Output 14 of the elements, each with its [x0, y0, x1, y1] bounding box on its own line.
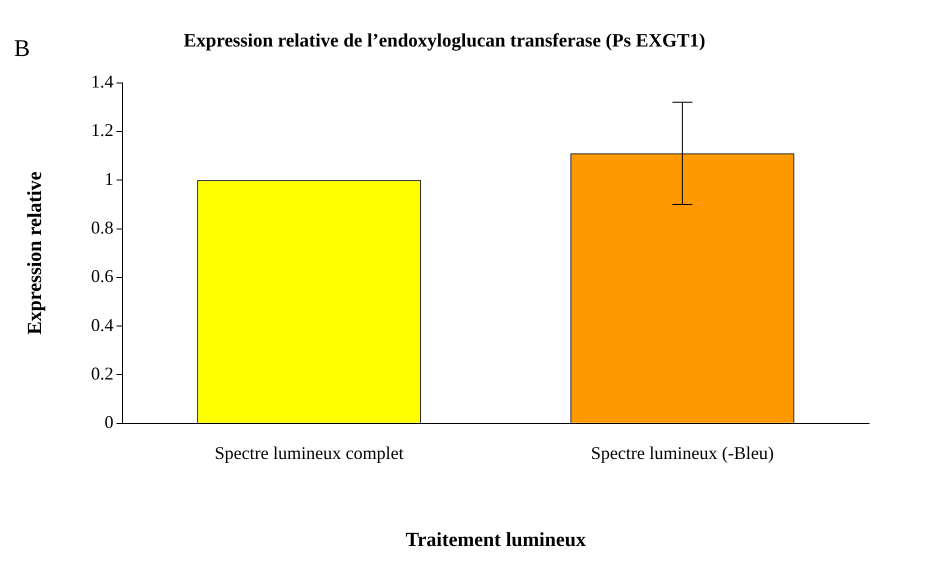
y-tick-label: 1.4 [91, 72, 114, 92]
y-tick-label: 1 [104, 168, 114, 189]
chart-title: Expression relative de l’endoxyloglucan transferase (Ps EXGT1) [184, 30, 706, 52]
y-tick-label: 1.2 [91, 120, 114, 140]
y-tick-label: 0.2 [91, 363, 114, 384]
x-tick-label: Spectre lumineux complet [214, 442, 404, 463]
y-tick-label: 0.8 [91, 218, 114, 238]
y-tick-label: 0 [104, 412, 114, 432]
text: B [14, 36, 30, 63]
x-tick-label: Spectre lumineux (-Bleu) [590, 442, 774, 463]
y-axis-title: Expression relative [24, 171, 46, 335]
y-tick-label: 0.4 [91, 314, 114, 335]
x-axis-title: Traitement lumineux [406, 529, 586, 552]
y-tick-label: 0.6 [91, 266, 114, 286]
